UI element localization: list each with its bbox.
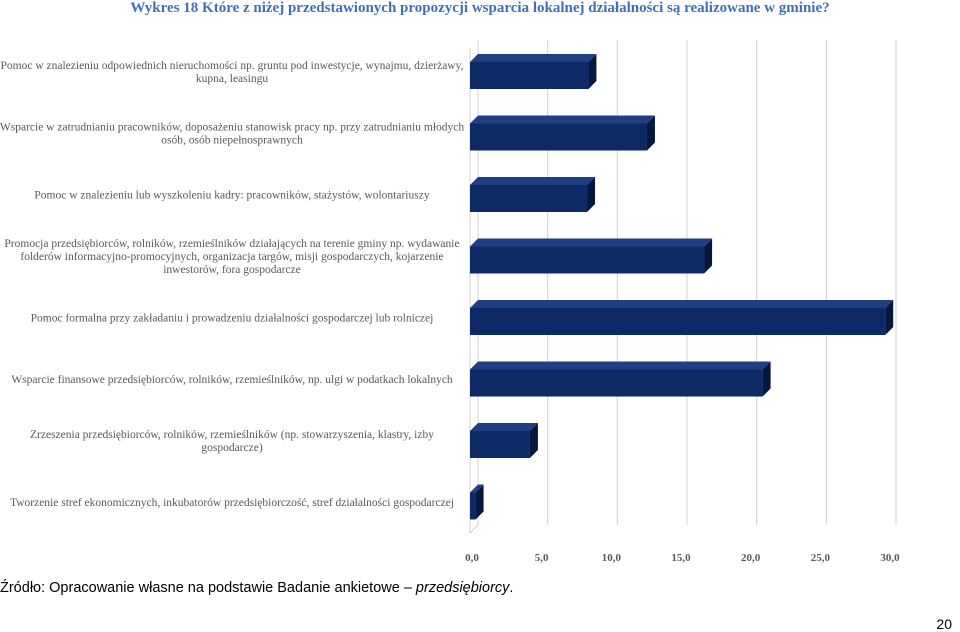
bar-top	[470, 238, 713, 247]
x-tick-label: 30,0	[880, 552, 900, 564]
bar-top	[470, 484, 484, 493]
bar-top	[470, 300, 894, 308]
category-label-line: osób, osób niepełnosprawnych	[161, 135, 303, 147]
bar-chart: Pomoc w znalezieniu odpowiednich nieruch…	[0, 40, 900, 564]
bar-top	[470, 361, 771, 370]
category-label: Wsparcie finansowe przedsiębiorców, roln…	[11, 374, 453, 386]
source-prefix: Źródło: Opracowanie własne na podstawie …	[0, 580, 416, 596]
category-label-line: Tworzenie stref ekonomicznych, inkubator…	[10, 497, 454, 509]
category-label-line: inwestorów, fora gospodarcze	[163, 264, 301, 276]
source-suffix: .	[509, 580, 514, 596]
category-label-line: Wsparcie finansowe przedsiębiorców, roln…	[11, 374, 453, 386]
bar-side	[762, 361, 771, 397]
category-label-line: Pomoc w znalezieniu odpowiednich nieruch…	[1, 60, 464, 72]
x-tick-label: 10,0	[602, 552, 622, 564]
category-label-line: Zrzeszenia przedsiębiorców, rolników, rz…	[30, 429, 434, 441]
source-italic: przedsiębiorcy	[415, 580, 510, 596]
bar	[470, 492, 476, 520]
x-tick-label: 20,0	[741, 552, 761, 564]
bar-side	[588, 54, 597, 89]
bar-top	[470, 423, 538, 431]
category-label-line: Promocja przedsiębiorców, rolników, rzem…	[4, 238, 459, 250]
category-label: Pomoc w znalezieniu lub wyszkoleniu kadr…	[34, 190, 429, 202]
category-label-line: folderów informacyjno-promocyjnych, orga…	[20, 251, 443, 263]
source-note: Źródło: Opracowanie własne na podstawie …	[0, 580, 513, 596]
bar-top	[470, 54, 597, 62]
bars	[470, 54, 894, 520]
bar-top	[470, 177, 596, 185]
x-tick-label: 25,0	[811, 552, 831, 564]
x-axis-ticks: 0,0 5,0 10,0 15,0 20,0 25,0 30,0	[465, 552, 900, 564]
bar	[470, 308, 886, 335]
bar-side	[646, 115, 655, 151]
bar-side	[704, 238, 713, 274]
gridlines	[469, 40, 897, 534]
bar-top	[470, 115, 655, 124]
x-tick-label: 15,0	[671, 552, 691, 564]
category-label-line: Pomoc formalna przy zakładaniu i prowadz…	[31, 313, 434, 325]
bar	[470, 369, 763, 397]
x-tick-label: 0,0	[465, 552, 479, 564]
axis-floor-edge	[469, 524, 479, 534]
bar-side	[587, 177, 596, 212]
category-label-line: Wsparcie w zatrudnianiu pracowników, dop…	[0, 122, 464, 134]
bar	[470, 62, 589, 89]
bar	[470, 185, 588, 212]
chart-title: Wykres 18 Które z niżej przedstawionych …	[130, 0, 830, 16]
bar-side	[475, 484, 484, 520]
category-label-line: Pomoc w znalezieniu lub wyszkoleniu kadr…	[34, 190, 429, 202]
x-tick-label: 5,0	[535, 552, 549, 564]
category-label-line: gospodarcze)	[201, 442, 262, 454]
category-label: Pomoc w znalezieniu odpowiednich nieruch…	[1, 60, 464, 85]
bar-side	[885, 300, 894, 335]
category-label: Pomoc formalna przy zakładaniu i prowadz…	[31, 313, 434, 325]
page-number: 20	[936, 616, 952, 632]
category-label: Wsparcie w zatrudnianiu pracowników, dop…	[0, 122, 464, 147]
bar-side	[529, 423, 538, 458]
category-label: Zrzeszenia przedsiębiorców, rolników, rz…	[30, 429, 434, 454]
category-label: Promocja przedsiębiorców, rolników, rzem…	[4, 238, 459, 276]
category-label: Tworzenie stref ekonomicznych, inkubator…	[10, 497, 454, 509]
bar	[470, 246, 705, 274]
bar	[470, 123, 647, 151]
category-labels: Pomoc w znalezieniu odpowiednich nieruch…	[0, 60, 464, 509]
category-label-line: kupna, leasingu	[196, 73, 268, 85]
bar	[470, 431, 530, 458]
